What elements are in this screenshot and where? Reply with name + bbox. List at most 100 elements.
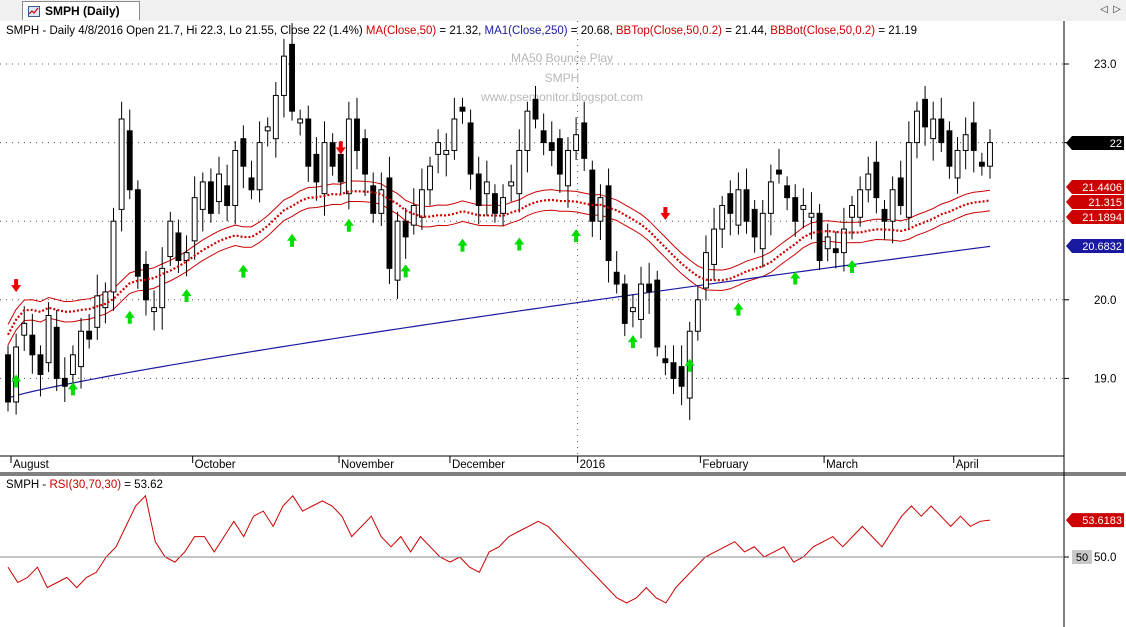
candle-19 (159, 247, 166, 330)
x-tick-label-4: 2016 (580, 459, 606, 471)
candle-body-121 (987, 142, 993, 167)
candle-body-17 (143, 263, 149, 301)
candle-34 (280, 38, 287, 118)
candle-body-41 (337, 153, 344, 183)
candlesticks (5, 23, 993, 421)
chart-icon (28, 6, 40, 17)
candle-body-62 (508, 181, 515, 187)
candle-22 (183, 235, 190, 277)
candle-53 (435, 129, 442, 174)
candle-body-119 (970, 122, 977, 151)
y-tick-label-1: 20.0 (1094, 295, 1116, 307)
price-header-part-3: MA1(Close,250) (485, 25, 568, 37)
candle-body-26 (216, 173, 222, 203)
candle-body-110 (897, 177, 904, 206)
buy-arrow-12 (684, 358, 695, 372)
scroll-left-icon[interactable]: ◁ (1100, 4, 1108, 15)
candle-body-27 (224, 185, 231, 206)
candle-body-32 (264, 126, 271, 132)
candle-97 (792, 184, 799, 237)
candle-body-49 (402, 220, 409, 238)
candle-body-96 (784, 185, 791, 199)
candle-body-58 (475, 173, 482, 206)
candle-body-90 (735, 189, 742, 226)
signal-arrows (11, 141, 858, 396)
candle-75 (613, 251, 620, 294)
candle-118 (962, 117, 969, 170)
candle-body-36 (297, 118, 304, 124)
candle-48 (394, 211, 401, 300)
candle-33 (272, 82, 279, 158)
candle-body-87 (711, 228, 718, 265)
bb-top (7, 180, 991, 325)
buy-arrow-13 (733, 302, 744, 316)
buy-arrow-11 (627, 335, 638, 349)
candle-body-109 (889, 189, 896, 222)
candle-body-48 (394, 220, 401, 281)
candle-6 (53, 310, 60, 391)
rsi-ref-tag-label-0: 50 (1076, 552, 1088, 564)
tab-smph-daily[interactable]: SMPH (Daily) (22, 1, 140, 20)
candle-body-59 (483, 181, 490, 195)
candle-body-88 (719, 204, 726, 230)
candle-body-77 (629, 307, 636, 313)
scroll-right-icon[interactable]: ▷ (1113, 4, 1121, 15)
candle-body-64 (524, 110, 531, 151)
rsi-line (0, 494, 1064, 604)
candle-body-80 (654, 279, 661, 348)
candle-116 (946, 121, 953, 179)
candle-body-15 (126, 130, 133, 191)
candle-68 (556, 129, 563, 193)
rsi-header-part-1: RSI(30,70,30) (49, 479, 121, 491)
rsi-header: SMPH - RSI(30,70,30) = 53.62 (6, 479, 163, 491)
candle-82 (670, 345, 677, 395)
candle-101 (824, 223, 831, 262)
candle-body-67 (548, 142, 555, 151)
x-tick-label-3: December (452, 459, 505, 471)
candle-113 (922, 86, 929, 146)
candle-17 (143, 251, 149, 316)
rsi-tick-label-0: 50.0 (1094, 552, 1116, 564)
candle-body-42 (345, 118, 352, 195)
chart-area[interactable]: MA50 Bounce Play SMPH www.psemonitor.blo… (0, 21, 1126, 627)
candle-body-65 (532, 98, 539, 120)
candle-body-107 (873, 161, 880, 199)
candle-109 (889, 176, 896, 244)
price-header-part-4: = 20.68, (568, 25, 616, 37)
candle-body-102 (832, 248, 839, 254)
candle-body-105 (857, 189, 864, 218)
x-tick-label-6: March (826, 459, 858, 471)
price-header-part-8: = 21.19 (875, 25, 917, 37)
candle-body-108 (881, 208, 888, 222)
candle-25 (207, 168, 214, 223)
watermark-line-1: MA50 Bounce Play (511, 51, 613, 65)
candle-56 (459, 97, 466, 124)
candle-body-114 (930, 118, 937, 140)
candle-71 (581, 101, 588, 171)
candle-63 (516, 129, 523, 213)
candle-body-53 (435, 142, 442, 155)
candle-54 (443, 133, 450, 177)
candle-0 (5, 345, 11, 412)
value-tag-1: 21.4406 (1066, 180, 1124, 194)
candle-body-20 (167, 220, 174, 258)
value-tag-2: 21.315 (1066, 195, 1124, 209)
value-tag-bg-2 (1066, 195, 1124, 209)
candle-body-117 (954, 149, 961, 179)
candle-115 (938, 97, 945, 153)
candle-95 (776, 148, 782, 184)
candle-body-92 (751, 208, 758, 238)
candle-99 (808, 192, 815, 240)
value-tag-label-1: 21.4406 (1082, 182, 1122, 194)
candle-body-31 (256, 142, 263, 191)
buy-arrow-0 (11, 374, 22, 388)
candle-body-79 (646, 283, 653, 293)
candle-30 (248, 160, 255, 200)
value-tag-bg-0 (1066, 136, 1124, 150)
candle-94 (767, 164, 774, 236)
price-header-part-0: SMPH - Daily 4/8/2016 Open 21.7, Hi 22.3… (6, 25, 366, 37)
candle-100 (816, 203, 823, 270)
candle-38 (313, 137, 320, 201)
candle-65 (532, 86, 539, 129)
price-header-part-2: = 21.32, (436, 25, 484, 37)
